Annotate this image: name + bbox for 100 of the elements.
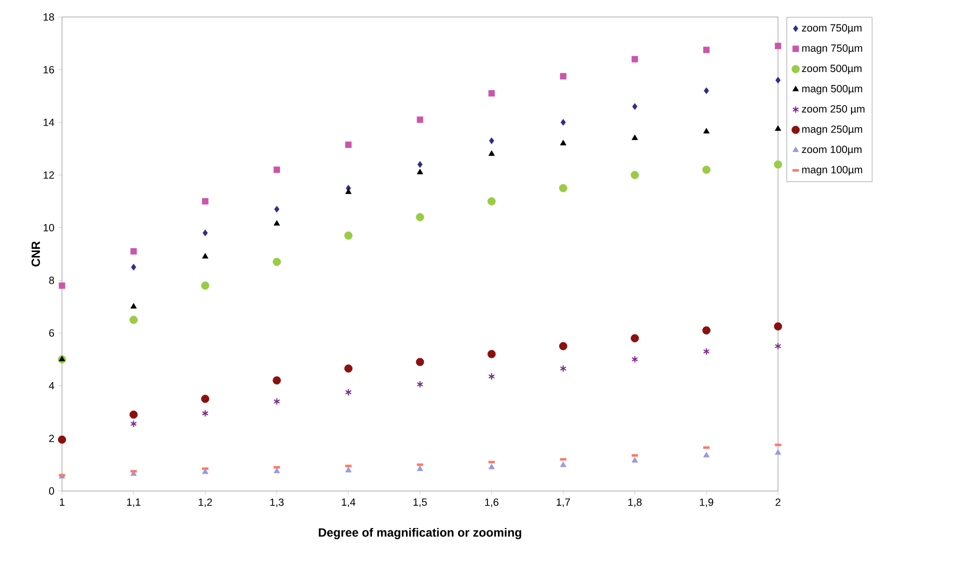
point xyxy=(274,468,280,474)
point xyxy=(630,334,639,342)
point xyxy=(488,464,495,470)
x-tick-label: 1,8 xyxy=(628,498,642,508)
legend-label: magn 500µm xyxy=(802,84,862,94)
point xyxy=(130,420,137,428)
point xyxy=(58,282,66,289)
y-tick-label: 16 xyxy=(44,66,54,74)
point xyxy=(345,466,352,472)
point xyxy=(202,198,208,205)
point xyxy=(489,137,494,144)
point xyxy=(488,372,495,380)
point xyxy=(702,166,710,174)
point xyxy=(201,394,210,403)
y-tick-label: 2 xyxy=(49,434,54,442)
point xyxy=(560,140,566,146)
point xyxy=(345,388,352,396)
point xyxy=(416,466,424,472)
x-tick-label: 1,1 xyxy=(127,498,140,508)
point xyxy=(560,462,566,468)
point xyxy=(272,258,281,266)
point xyxy=(274,206,280,213)
point xyxy=(560,364,567,372)
point xyxy=(417,161,423,168)
point xyxy=(202,410,209,418)
y-tick-label: 8 xyxy=(49,276,54,284)
point xyxy=(345,188,352,194)
x-tick-label: 1,7 xyxy=(556,498,570,508)
legend-label: magn 750µm xyxy=(802,44,862,54)
y-tick-label: 0 xyxy=(49,487,54,495)
point xyxy=(274,166,280,173)
point xyxy=(131,264,136,271)
point xyxy=(703,452,710,458)
y-tick-label: 4 xyxy=(48,382,54,390)
x-tick-label: 1,6 xyxy=(485,498,498,508)
point xyxy=(58,436,66,444)
point xyxy=(560,73,566,80)
x-tick-label: 2 xyxy=(776,498,780,506)
point xyxy=(774,42,782,50)
point xyxy=(488,197,496,206)
point xyxy=(201,282,210,290)
x-tick-label: 1 xyxy=(60,498,64,506)
point xyxy=(559,184,568,192)
point xyxy=(344,364,352,373)
legend-label: zoom 500µm xyxy=(802,64,862,74)
point xyxy=(416,168,424,174)
point xyxy=(202,253,208,259)
point xyxy=(774,322,782,330)
point xyxy=(345,142,352,148)
point xyxy=(488,90,495,97)
point xyxy=(631,356,638,364)
legend-label: zoom 250 µm xyxy=(802,105,864,115)
y-tick-label: 10 xyxy=(44,224,54,232)
point xyxy=(344,231,352,240)
point xyxy=(702,326,710,334)
y-tick-label: 18 xyxy=(44,13,54,21)
point xyxy=(416,116,424,123)
point xyxy=(774,342,782,350)
legend-label: magn 100µm xyxy=(802,166,862,176)
point xyxy=(416,380,424,388)
y-tick-label: 6 xyxy=(49,329,54,337)
point xyxy=(202,230,208,236)
point xyxy=(774,160,782,169)
point xyxy=(632,56,638,62)
point xyxy=(704,87,709,94)
point xyxy=(130,410,138,419)
point xyxy=(273,398,280,406)
point xyxy=(130,303,137,309)
point xyxy=(630,170,639,180)
point xyxy=(130,316,138,324)
y-axis-title: CNR xyxy=(32,241,40,266)
legend-label: zoom 100µm xyxy=(802,146,862,156)
point xyxy=(488,150,495,156)
x-tick-label: 1,9 xyxy=(700,498,714,508)
point xyxy=(632,103,638,110)
point xyxy=(560,118,566,126)
x-tick-label: 1,4 xyxy=(342,498,356,508)
point xyxy=(774,125,782,131)
point xyxy=(416,213,424,222)
point xyxy=(703,348,710,356)
x-tick-label: 1,2 xyxy=(198,498,212,508)
point xyxy=(632,457,638,463)
y-tick-label: 12 xyxy=(44,171,54,179)
point xyxy=(272,376,281,384)
legend-label: magn 250µm xyxy=(802,125,862,135)
point xyxy=(274,220,280,226)
point xyxy=(559,342,568,350)
y-tick-label: 14 xyxy=(44,118,54,126)
point xyxy=(775,76,781,84)
x-tick-label: 1,3 xyxy=(270,498,284,508)
point xyxy=(774,449,782,455)
point xyxy=(703,128,710,134)
x-axis-title: Degree of magnification or zooming xyxy=(318,528,522,540)
point xyxy=(703,46,710,54)
point xyxy=(488,350,496,358)
legend-label: zoom 750µm xyxy=(802,24,862,34)
x-tick-label: 1,5 xyxy=(414,498,427,508)
point xyxy=(632,134,638,140)
point xyxy=(130,248,137,255)
point xyxy=(416,358,424,366)
